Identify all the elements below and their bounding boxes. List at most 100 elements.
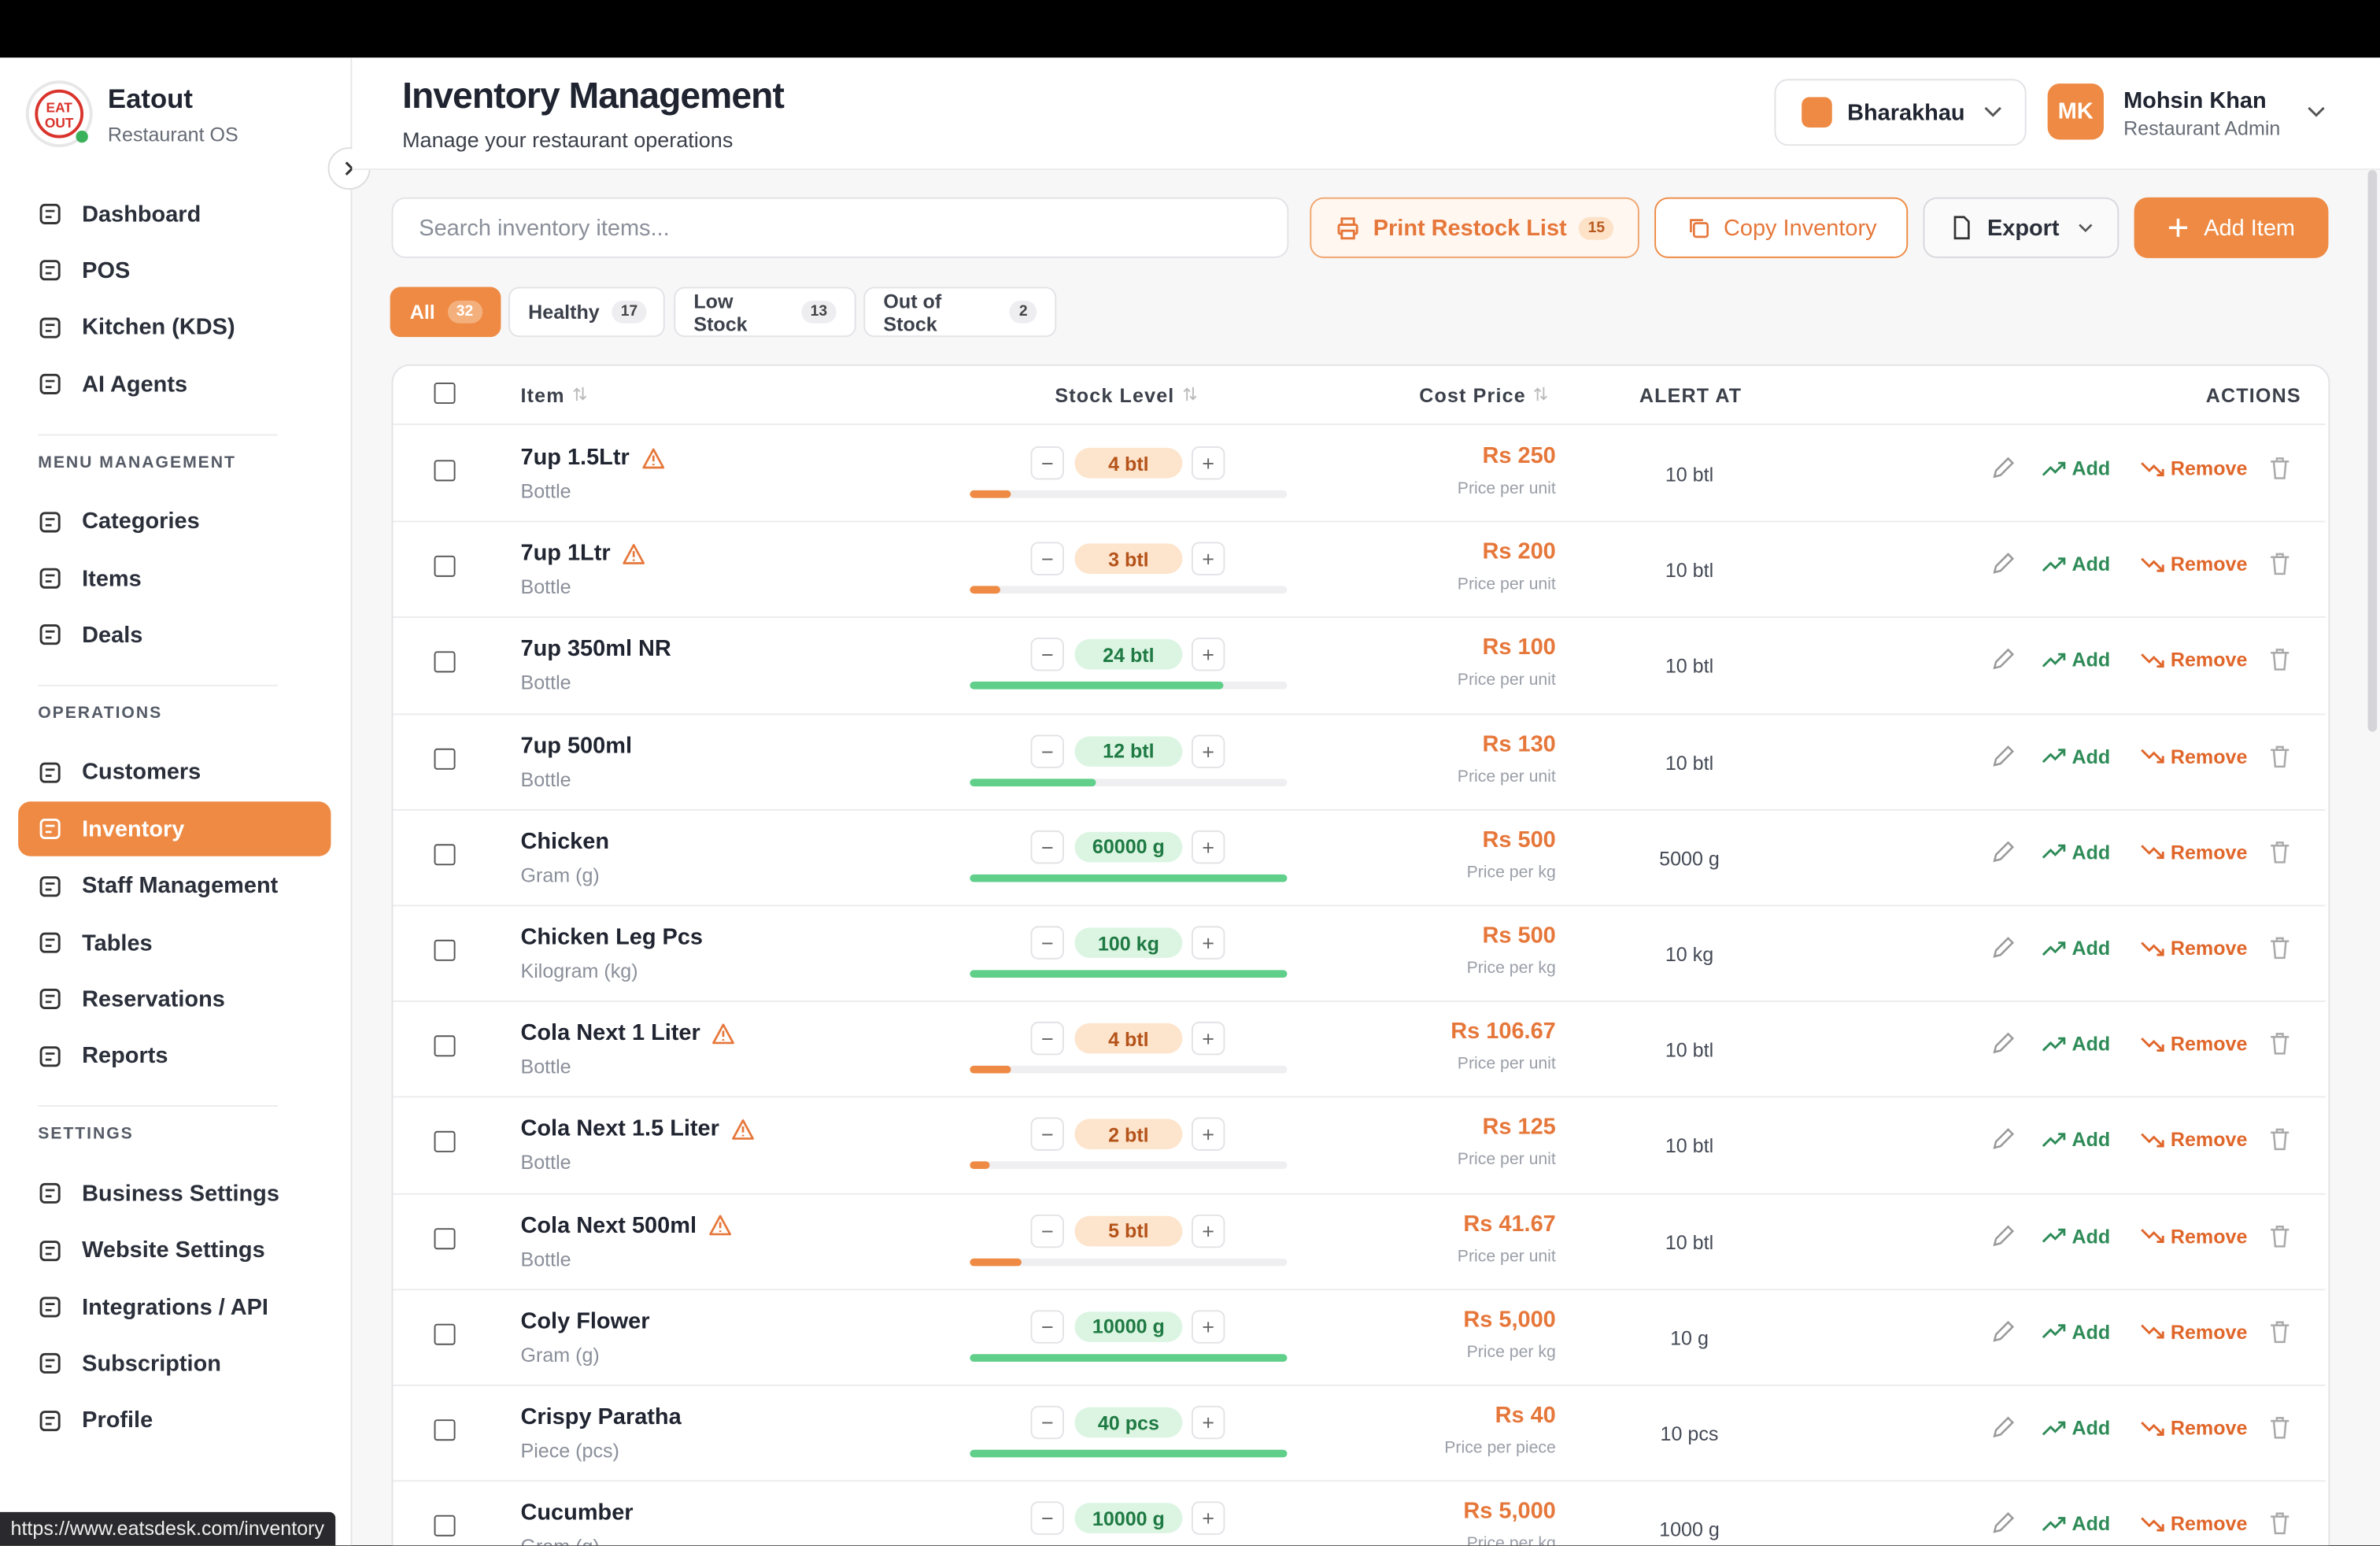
search-box[interactable]: Search inventory items...	[391, 197, 1289, 258]
add-stock-button[interactable]: Add	[2042, 1033, 2110, 1056]
decrease-button[interactable]: −	[1030, 1501, 1064, 1536]
add-stock-button[interactable]: Add	[2042, 649, 2110, 671]
add-stock-button[interactable]: Add	[2042, 553, 2110, 575]
edit-button[interactable]	[1991, 457, 2015, 479]
remove-stock-button[interactable]: Remove	[2140, 1416, 2247, 1439]
nav-item[interactable]: Deals	[18, 608, 331, 662]
remove-stock-button[interactable]: Remove	[2140, 1512, 2247, 1535]
user-menu[interactable]	[2307, 106, 2325, 118]
increase-button[interactable]: +	[1191, 446, 1225, 480]
nav-item[interactable]: Tables	[18, 915, 331, 970]
nav-item[interactable]: Staff Management	[18, 859, 331, 913]
delete-button[interactable]	[2269, 1033, 2290, 1056]
remove-stock-button[interactable]: Remove	[2140, 457, 2247, 479]
column-header[interactable]: Stock Level	[1055, 384, 1197, 407]
delete-button[interactable]	[2269, 457, 2290, 479]
remove-stock-button[interactable]: Remove	[2140, 1320, 2247, 1343]
copy-button[interactable]: Copy Inventory	[1654, 197, 1909, 258]
decrease-button[interactable]: −	[1030, 1309, 1064, 1344]
delete-button[interactable]	[2269, 937, 2290, 960]
edit-button[interactable]	[1991, 553, 2015, 575]
increase-button[interactable]: +	[1191, 1501, 1225, 1536]
row-checkbox[interactable]	[434, 1323, 456, 1345]
nav-item[interactable]: Business Settings	[18, 1167, 331, 1221]
row-checkbox[interactable]	[434, 556, 456, 578]
decrease-button[interactable]: −	[1030, 542, 1064, 576]
delete-button[interactable]	[2269, 1320, 2290, 1343]
column-header[interactable]: Cost Price	[1419, 384, 1549, 407]
add-stock-button[interactable]: Add	[2042, 841, 2110, 864]
decrease-button[interactable]: −	[1030, 734, 1064, 768]
delete-button[interactable]	[2269, 553, 2290, 575]
filter-tab[interactable]: Low Stock 13	[674, 287, 856, 338]
nav-item[interactable]: Subscription	[18, 1337, 331, 1391]
delete-button[interactable]	[2269, 1416, 2290, 1439]
delete-button[interactable]	[2269, 745, 2290, 767]
decrease-button[interactable]: −	[1030, 1118, 1064, 1152]
delete-button[interactable]	[2269, 649, 2290, 671]
increase-button[interactable]: +	[1191, 926, 1225, 960]
edit-button[interactable]	[1991, 649, 2015, 671]
delete-button[interactable]	[2269, 1129, 2290, 1152]
remove-stock-button[interactable]: Remove	[2140, 841, 2247, 864]
location-select[interactable]: Bharakhau	[1774, 79, 2027, 146]
add-stock-button[interactable]: Add	[2042, 457, 2110, 479]
row-checkbox[interactable]	[434, 1419, 456, 1441]
decrease-button[interactable]: −	[1030, 1405, 1064, 1440]
row-checkbox[interactable]	[434, 652, 456, 674]
row-checkbox[interactable]	[434, 939, 456, 961]
remove-stock-button[interactable]: Remove	[2140, 553, 2247, 575]
edit-button[interactable]	[1991, 745, 2015, 767]
column-header[interactable]: Item	[520, 384, 587, 407]
nav-item[interactable]: Inventory	[18, 801, 331, 857]
add-stock-button[interactable]: Add	[2042, 1129, 2110, 1152]
edit-button[interactable]	[1991, 1416, 2015, 1439]
edit-button[interactable]	[1991, 1128, 2015, 1152]
decrease-button[interactable]: −	[1030, 638, 1064, 672]
add-stock-button[interactable]: Add	[2042, 1320, 2110, 1343]
nav-item[interactable]: Website Settings	[18, 1223, 331, 1278]
nav-item[interactable]: POS	[18, 243, 331, 298]
edit-button[interactable]	[1991, 937, 2015, 960]
row-checkbox[interactable]	[434, 843, 456, 865]
edit-button[interactable]	[1991, 1320, 2015, 1343]
decrease-button[interactable]: −	[1030, 446, 1064, 480]
add-stock-button[interactable]: Add	[2042, 1225, 2110, 1248]
increase-button[interactable]: +	[1191, 734, 1225, 768]
remove-stock-button[interactable]: Remove	[2140, 745, 2247, 767]
decrease-button[interactable]: −	[1030, 1214, 1064, 1248]
increase-button[interactable]: +	[1191, 1309, 1225, 1344]
select-all[interactable]	[434, 382, 456, 404]
avatar[interactable]: MK	[2047, 83, 2104, 140]
edit-button[interactable]	[1991, 1512, 2015, 1535]
increase-button[interactable]: +	[1191, 542, 1225, 576]
edit-button[interactable]	[1991, 1032, 2015, 1056]
nav-item[interactable]: Dashboard	[18, 187, 331, 241]
edit-button[interactable]	[1991, 1224, 2015, 1248]
increase-button[interactable]: +	[1191, 1118, 1225, 1152]
remove-stock-button[interactable]: Remove	[2140, 1129, 2247, 1152]
row-checkbox[interactable]	[434, 1515, 456, 1537]
increase-button[interactable]: +	[1191, 1214, 1225, 1248]
remove-stock-button[interactable]: Remove	[2140, 649, 2247, 671]
filter-tab[interactable]: Out of Stock 2	[863, 287, 1057, 338]
nav-item[interactable]: Categories	[18, 494, 331, 549]
delete-button[interactable]	[2269, 1225, 2290, 1248]
increase-button[interactable]: +	[1191, 1405, 1225, 1440]
filter-tab[interactable]: Healthy 17	[508, 287, 665, 338]
row-checkbox[interactable]	[434, 1227, 456, 1249]
row-checkbox[interactable]	[434, 460, 456, 482]
edit-button[interactable]	[1991, 841, 2015, 864]
row-checkbox[interactable]	[434, 1035, 456, 1057]
remove-stock-button[interactable]: Remove	[2140, 937, 2247, 960]
add-stock-button[interactable]: Add	[2042, 745, 2110, 767]
row-checkbox[interactable]	[434, 748, 456, 770]
nav-item[interactable]: Reservations	[18, 972, 331, 1026]
print-button[interactable]: Print Restock List 15	[1310, 197, 1639, 258]
nav-item[interactable]: Customers	[18, 745, 331, 800]
nav-item[interactable]: Kitchen (KDS)	[18, 300, 331, 354]
increase-button[interactable]: +	[1191, 638, 1225, 672]
nav-item[interactable]: Profile	[18, 1393, 331, 1448]
add-stock-button[interactable]: Add	[2042, 937, 2110, 960]
add-stock-button[interactable]: Add	[2042, 1512, 2110, 1535]
